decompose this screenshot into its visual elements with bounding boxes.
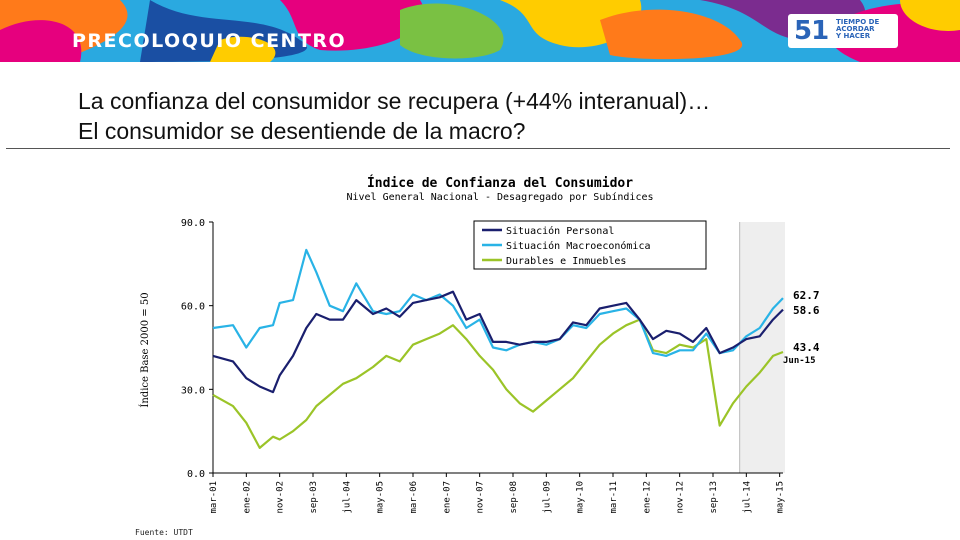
x-tick-label: may-10 [576, 481, 586, 514]
end-value-label: 58.6 [793, 304, 820, 317]
x-tick-label: may-05 [376, 481, 386, 514]
x-tick-label: jul-09 [542, 481, 552, 514]
source-note: Fuente: UTDT [135, 528, 193, 537]
brand-title: PRECOLOQUIO CENTRO [72, 30, 347, 52]
slide-title-line-2: El consumidor se desentiende de la macro… [78, 118, 526, 144]
y-tick-label: 60.0 [181, 302, 205, 313]
shaded-period [739, 222, 785, 473]
x-tick-label: sep-08 [509, 481, 519, 514]
logo-text: TIEMPO DE ACORDAR Y HACER [836, 19, 896, 40]
y-axis-label: Índice Base 2000 = 50 [139, 292, 151, 407]
legend-box [473, 220, 707, 270]
x-tick-label: sep-13 [709, 481, 719, 514]
header-banner: PRECOLOQUIO CENTRO 51 TIEMPO DE ACORDAR … [0, 0, 960, 62]
y-tick-label: 30.0 [181, 385, 205, 396]
end-value-label: 43.4 [793, 341, 820, 354]
series-line [212, 248, 784, 357]
x-tick-label: ene-07 [442, 481, 452, 514]
x-tick-label: mar-06 [409, 481, 419, 514]
logo-text-line: TIEMPO DE [836, 18, 880, 26]
x-tick-label: mar-11 [609, 481, 619, 514]
y-tick-label: 90.0 [181, 218, 205, 229]
x-tick-label: nov-12 [676, 481, 686, 514]
series-line [212, 318, 784, 449]
legend-label: Durables e Inmuebles [506, 256, 626, 267]
legend-label: Situación Macroeconómica [506, 240, 651, 252]
logo-text-line: ACORDAR [836, 25, 875, 33]
y-tick-label: 0.0 [187, 469, 205, 480]
end-value-label: 62.7 [793, 289, 820, 302]
x-tick-label: nov-07 [476, 481, 486, 514]
x-tick-label: nov-02 [276, 481, 286, 514]
x-tick-label: ene-02 [242, 481, 252, 514]
logo-text-line: Y HACER [836, 32, 871, 40]
x-tick-label: sep-03 [309, 481, 319, 514]
x-tick-label: jul-04 [342, 481, 352, 514]
series-line [212, 290, 784, 394]
x-tick-label: jul-14 [742, 481, 752, 514]
x-tick-label: mar-01 [209, 481, 219, 514]
chart-subtitle: Nivel General Nacional - Desagregado por… [346, 191, 653, 203]
event-logo: 51 TIEMPO DE ACORDAR Y HACER [788, 14, 898, 48]
slide-title: La confianza del consumidor se recupera … [78, 86, 710, 146]
logo-number: 51 [794, 16, 829, 46]
x-tick-label: ene-12 [642, 481, 652, 514]
chart-title: Índice de Confianza del Consumidor [367, 175, 633, 191]
end-value-label: Jun-15 [783, 356, 816, 366]
slide-title-line-1: La confianza del consumidor se recupera … [78, 88, 711, 114]
x-tick-label: may-15 [776, 481, 786, 514]
legend-label: Situación Personal [506, 225, 614, 237]
title-divider [6, 148, 950, 149]
